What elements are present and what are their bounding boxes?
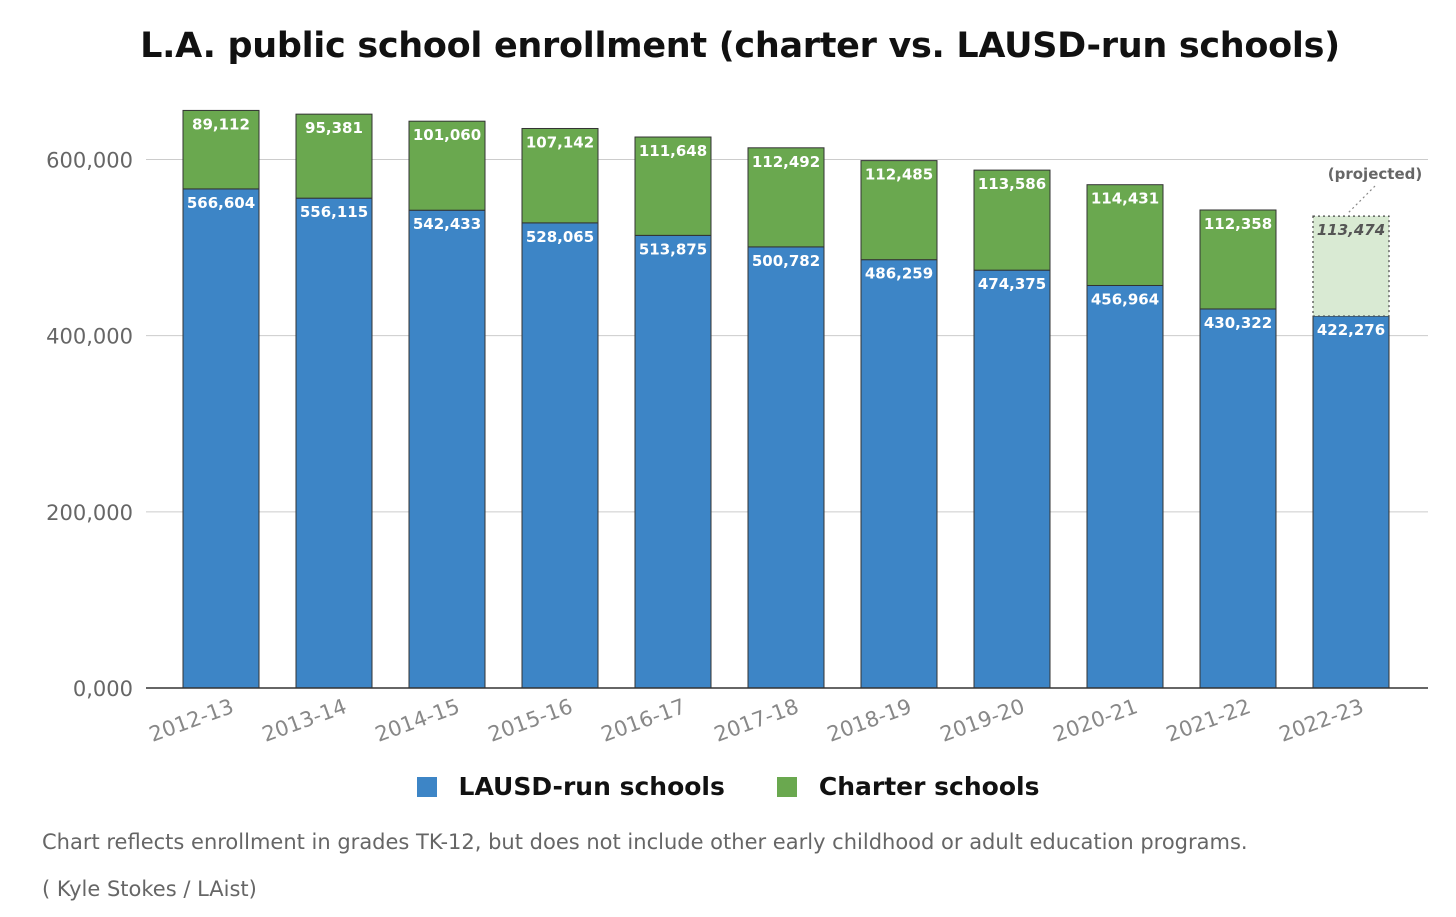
data-label-lausd: 513,875 xyxy=(639,240,707,258)
bar-charter xyxy=(1086,184,1164,286)
legend-swatch-charter xyxy=(776,776,797,797)
chart-legend: LAUSD-run schools Charter schools xyxy=(0,772,1456,801)
bar-lausd xyxy=(521,222,599,689)
data-label-charter: 113,586 xyxy=(978,175,1046,193)
bar-lausd xyxy=(1199,308,1277,689)
bar-lausd xyxy=(747,246,825,689)
data-label-charter: 89,112 xyxy=(192,115,250,133)
bar-lausd xyxy=(1086,284,1164,689)
legend-label-lausd: LAUSD-run schools xyxy=(458,772,725,801)
x-tick-label: 2014-15 xyxy=(372,694,463,747)
y-tick-label: 600,000 xyxy=(46,149,133,173)
bar-lausd xyxy=(1312,315,1390,689)
projected-annotation-leader xyxy=(1346,185,1376,215)
data-label-charter: 95,381 xyxy=(305,119,363,137)
bar-charter xyxy=(747,147,825,248)
x-tick-label: 2018-19 xyxy=(824,694,915,747)
data-label-charter: 113,474 xyxy=(1317,221,1385,239)
data-label-lausd: 422,276 xyxy=(1317,321,1385,339)
legend-item-lausd: LAUSD-run schools xyxy=(416,772,725,801)
projected-annotation: (projected) xyxy=(1328,165,1422,183)
bar-charter xyxy=(182,109,260,190)
x-tick-label: 2016-17 xyxy=(598,694,689,747)
x-tick-label: 2013-14 xyxy=(259,694,350,747)
bar-lausd xyxy=(408,209,486,689)
x-tick-label: 2019-20 xyxy=(937,694,1028,747)
bar-charter-projected xyxy=(1312,215,1390,317)
data-label-lausd: 500,782 xyxy=(752,252,820,270)
data-label-lausd: 566,604 xyxy=(187,194,255,212)
x-tick-label: 2017-18 xyxy=(711,694,802,747)
data-label-charter: 112,358 xyxy=(1204,215,1272,233)
data-label-charter: 107,142 xyxy=(526,133,594,151)
data-label-lausd: 456,964 xyxy=(1091,290,1159,308)
bar-charter xyxy=(860,160,938,261)
data-label-charter: 112,492 xyxy=(752,153,820,171)
bar-charter xyxy=(1199,209,1277,310)
bar-charter xyxy=(973,169,1051,271)
data-label-lausd: 486,259 xyxy=(865,265,933,283)
y-tick-label: 0,000 xyxy=(73,677,133,701)
bar-charter xyxy=(634,136,712,236)
data-label-lausd: 528,065 xyxy=(526,228,594,246)
data-label-charter: 112,485 xyxy=(865,166,933,184)
legend-label-charter: Charter schools xyxy=(818,772,1040,801)
chart-title: L.A. public school enrollment (charter v… xyxy=(140,26,1340,66)
chart-credit: ( Kyle Stokes / LAist) xyxy=(42,877,257,901)
x-tick-label: 2022-23 xyxy=(1276,694,1367,747)
chart-caption: Chart reflects enrollment in grades TK-1… xyxy=(42,830,1248,854)
data-label-charter: 114,431 xyxy=(1091,190,1159,208)
y-tick-label: 200,000 xyxy=(46,501,133,525)
legend-item-charter: Charter schools xyxy=(776,772,1040,801)
data-label-lausd: 430,322 xyxy=(1204,314,1272,332)
bar-lausd xyxy=(634,234,712,689)
bar-charter xyxy=(408,120,486,211)
bar-charter xyxy=(521,127,599,224)
bar-lausd xyxy=(295,197,373,689)
data-label-charter: 101,060 xyxy=(413,126,481,144)
bar-lausd xyxy=(182,188,260,689)
bar-charter xyxy=(295,113,373,199)
legend-swatch-lausd xyxy=(416,776,437,797)
bar-lausd xyxy=(860,259,938,689)
x-tick-label: 2015-16 xyxy=(485,694,576,747)
x-tick-label: 2020-21 xyxy=(1050,694,1141,747)
data-label-lausd: 556,115 xyxy=(300,203,368,221)
x-tick-label: 2012-13 xyxy=(146,694,237,747)
data-label-lausd: 542,433 xyxy=(413,215,481,233)
y-tick-label: 400,000 xyxy=(46,325,133,349)
data-label-charter: 111,648 xyxy=(639,142,707,160)
data-label-lausd: 474,375 xyxy=(978,275,1046,293)
x-tick-label: 2021-22 xyxy=(1163,694,1254,747)
bar-lausd xyxy=(973,269,1051,689)
